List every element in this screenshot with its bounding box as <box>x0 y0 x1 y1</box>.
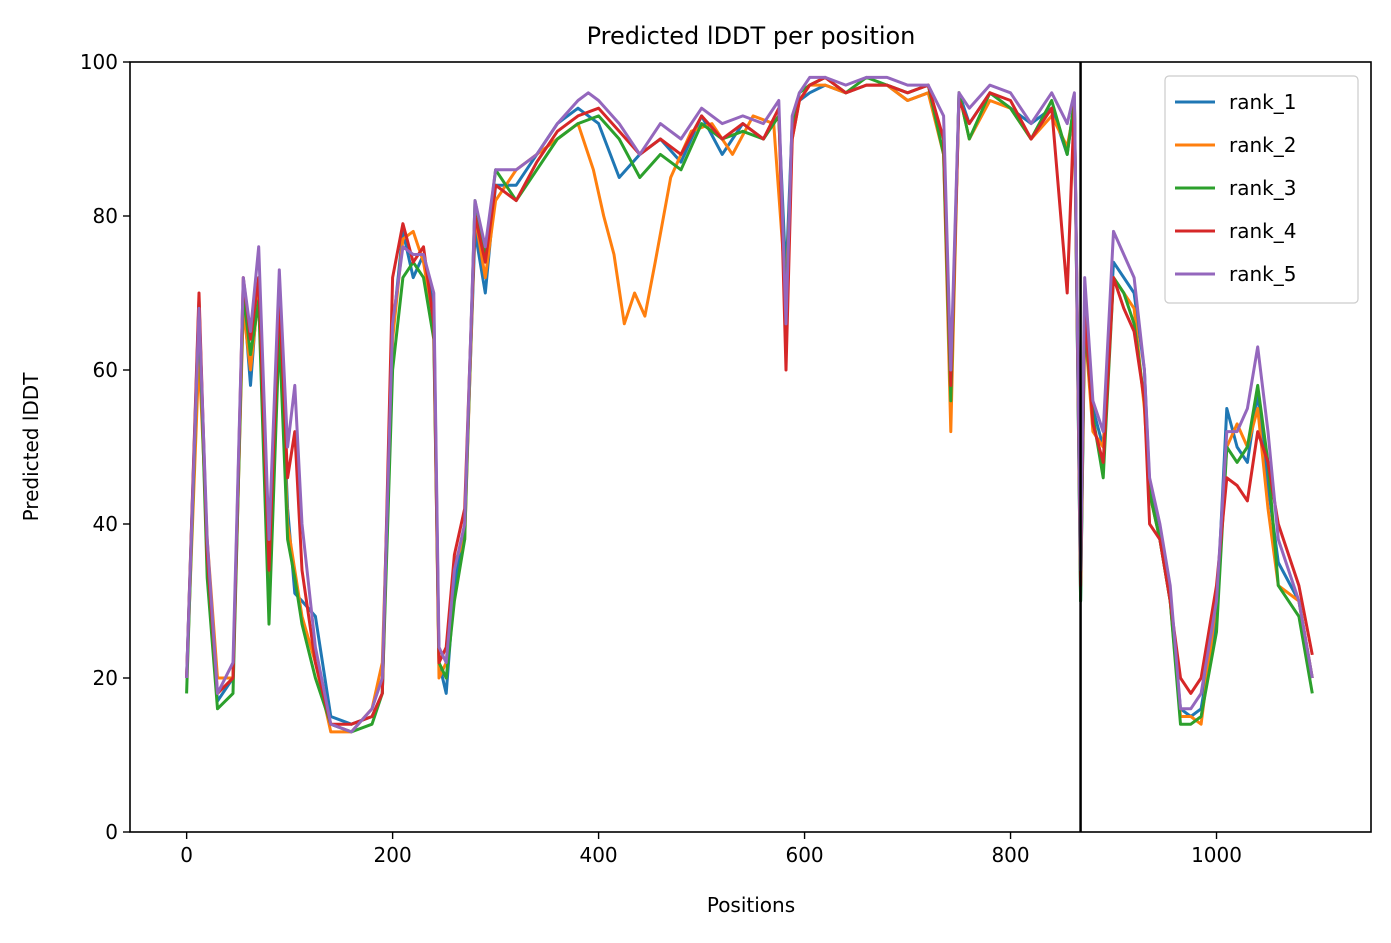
x-axis: 0 200 400 600 800 1000 <box>180 832 1242 867</box>
x-tick-label: 800 <box>991 843 1029 867</box>
x-tick-label: 1000 <box>1191 843 1242 867</box>
y-tick-label: 100 <box>80 50 118 74</box>
x-tick-label: 0 <box>180 843 193 867</box>
legend-label: rank_5 <box>1229 262 1296 286</box>
legend-box <box>1164 75 1359 304</box>
series-line-rank_4 <box>185 75 1314 726</box>
x-tick-label: 600 <box>785 843 823 867</box>
y-tick-label: 0 <box>105 820 118 844</box>
plot-area <box>185 62 1314 832</box>
chart-title: Predicted lDDT per position <box>587 22 916 50</box>
axes-frame <box>129 61 1372 833</box>
x-tick-label: 400 <box>579 843 617 867</box>
legend-label: rank_4 <box>1229 219 1296 243</box>
y-axis: 0 20 40 60 80 100 <box>80 50 130 844</box>
legend-label: rank_1 <box>1229 90 1296 114</box>
legend: rank_1 rank_2 rank_3 rank_4 rank_5 <box>1164 75 1359 304</box>
legend-label: rank_2 <box>1229 133 1296 157</box>
y-tick-label: 40 <box>93 512 118 536</box>
x-axis-label: Positions <box>707 893 795 917</box>
legend-label: rank_3 <box>1229 176 1296 200</box>
y-axis-label: Predicted lDDT <box>19 372 43 522</box>
series-line-rank_5 <box>185 75 1314 734</box>
y-tick-label: 80 <box>93 204 118 228</box>
x-tick-label: 200 <box>374 843 412 867</box>
y-tick-label: 60 <box>93 358 118 382</box>
y-tick-label: 20 <box>93 666 118 690</box>
